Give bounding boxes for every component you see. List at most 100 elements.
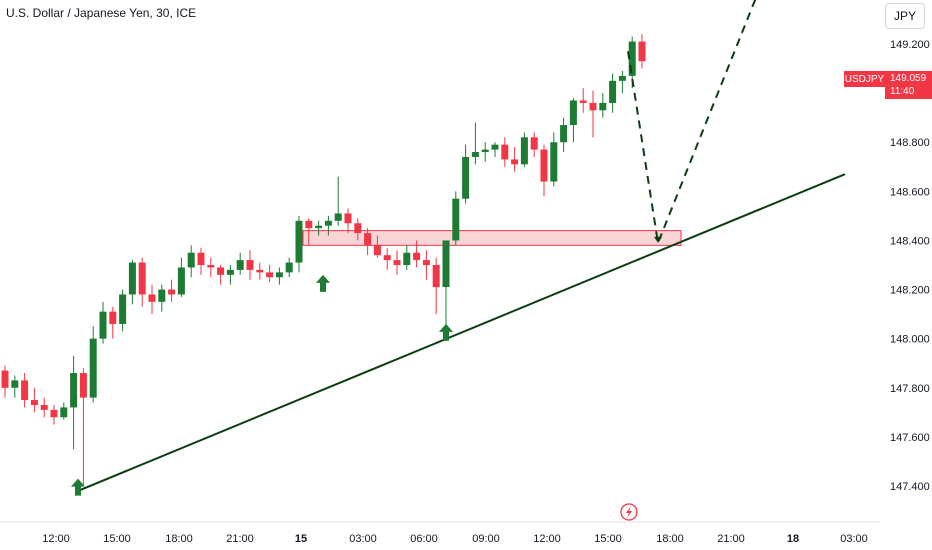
candle bbox=[442, 240, 450, 327]
candle bbox=[168, 279, 176, 302]
currency-button[interactable]: JPY bbox=[885, 3, 925, 29]
candle-body bbox=[30, 400, 38, 405]
x-tick-label: 12:00 bbox=[533, 533, 561, 545]
candle bbox=[540, 144, 548, 197]
chart-title: U.S. Dollar / Japanese Yen, 30, ICE bbox=[6, 6, 197, 20]
candle-body bbox=[618, 75, 626, 81]
candle-body bbox=[275, 272, 283, 278]
candle bbox=[393, 250, 401, 275]
countdown: 11:40 bbox=[890, 86, 915, 97]
x-tick-label: 21:00 bbox=[717, 533, 745, 545]
candle bbox=[1, 365, 9, 398]
candle bbox=[119, 289, 127, 332]
candle bbox=[21, 373, 29, 408]
candle bbox=[30, 387, 38, 413]
up-arrow-icon bbox=[71, 478, 85, 496]
candle bbox=[40, 397, 48, 418]
candle-body bbox=[393, 260, 401, 265]
y-tick-label: 147.800 bbox=[890, 383, 930, 395]
y-tick-label: 148.600 bbox=[890, 186, 930, 198]
candle-body bbox=[217, 267, 225, 275]
candle-body bbox=[305, 220, 313, 229]
candle bbox=[511, 147, 519, 172]
candle-body bbox=[40, 404, 48, 410]
x-tick-label: 03:00 bbox=[840, 533, 868, 545]
candle-body bbox=[599, 102, 607, 111]
candle bbox=[618, 71, 626, 94]
candle-body bbox=[511, 159, 519, 165]
candle-body bbox=[364, 233, 372, 246]
candle-body bbox=[285, 262, 293, 273]
candle-body bbox=[128, 262, 136, 295]
candle bbox=[60, 402, 68, 420]
candle bbox=[70, 355, 78, 450]
candle-body bbox=[109, 311, 117, 324]
candle-body bbox=[560, 125, 568, 143]
candle bbox=[491, 142, 499, 157]
y-tick-label: 148.400 bbox=[890, 235, 930, 247]
candle bbox=[589, 90, 597, 138]
x-tick-label: 12:00 bbox=[42, 533, 70, 545]
up-arrow-icon bbox=[316, 274, 330, 292]
candle bbox=[11, 375, 19, 398]
candle bbox=[481, 142, 489, 162]
symbol-badge: USDJPY bbox=[844, 71, 885, 87]
candle bbox=[471, 122, 479, 165]
candle bbox=[432, 257, 440, 315]
candle bbox=[579, 88, 587, 113]
candle-body bbox=[197, 252, 205, 265]
candle-body bbox=[589, 102, 597, 111]
y-tick-label: 147.400 bbox=[890, 481, 930, 493]
candle-body bbox=[79, 373, 87, 398]
y-tick-label: 149.200 bbox=[890, 39, 930, 51]
candle bbox=[236, 252, 244, 275]
candle bbox=[148, 284, 156, 315]
candle-body bbox=[383, 255, 391, 261]
candle-body bbox=[187, 252, 195, 268]
candle bbox=[158, 284, 166, 312]
candle bbox=[315, 220, 323, 236]
last-price: 149.059 bbox=[890, 73, 927, 84]
x-tick-label: 09:00 bbox=[472, 533, 500, 545]
candle bbox=[344, 208, 352, 234]
candle-body bbox=[99, 311, 107, 339]
candle bbox=[275, 267, 283, 285]
candle bbox=[217, 265, 225, 285]
candle-body bbox=[579, 100, 587, 103]
candle-body bbox=[226, 269, 234, 275]
y-tick-label: 148.200 bbox=[890, 285, 930, 297]
candle-body bbox=[540, 149, 548, 182]
candle-body bbox=[569, 100, 577, 126]
candle bbox=[226, 265, 234, 285]
candle-body bbox=[256, 269, 264, 273]
candle bbox=[295, 215, 303, 273]
support-zone bbox=[302, 230, 682, 246]
x-tick-label: 18:00 bbox=[165, 533, 193, 545]
candle-body bbox=[422, 260, 430, 265]
x-axis: 12:00 15:00 18:00 21:00 15 03:00 06:00 09:00 12:… bbox=[42, 533, 868, 545]
y-axis: 149.200 148.800 148.600 148.400 148.200 148.0… bbox=[890, 39, 930, 493]
candle bbox=[246, 250, 254, 280]
candle-body bbox=[148, 294, 156, 302]
candle-body bbox=[70, 373, 78, 408]
lightning-icon[interactable] bbox=[620, 503, 638, 521]
candle-body bbox=[246, 260, 254, 270]
candle-body bbox=[462, 156, 470, 199]
dip-arrowhead bbox=[654, 236, 662, 243]
candle-body bbox=[530, 137, 538, 150]
candles bbox=[1, 34, 646, 486]
candle bbox=[462, 144, 470, 204]
candle bbox=[638, 34, 646, 69]
candle bbox=[364, 228, 372, 256]
candle-body bbox=[354, 223, 362, 234]
candle bbox=[324, 215, 332, 236]
candle bbox=[599, 93, 607, 118]
candle bbox=[530, 132, 538, 157]
candle bbox=[89, 326, 97, 403]
candle bbox=[383, 247, 391, 270]
candle bbox=[256, 262, 264, 280]
x-tick-label: 18:00 bbox=[656, 533, 684, 545]
candle bbox=[79, 368, 87, 486]
candle-body bbox=[119, 294, 127, 324]
